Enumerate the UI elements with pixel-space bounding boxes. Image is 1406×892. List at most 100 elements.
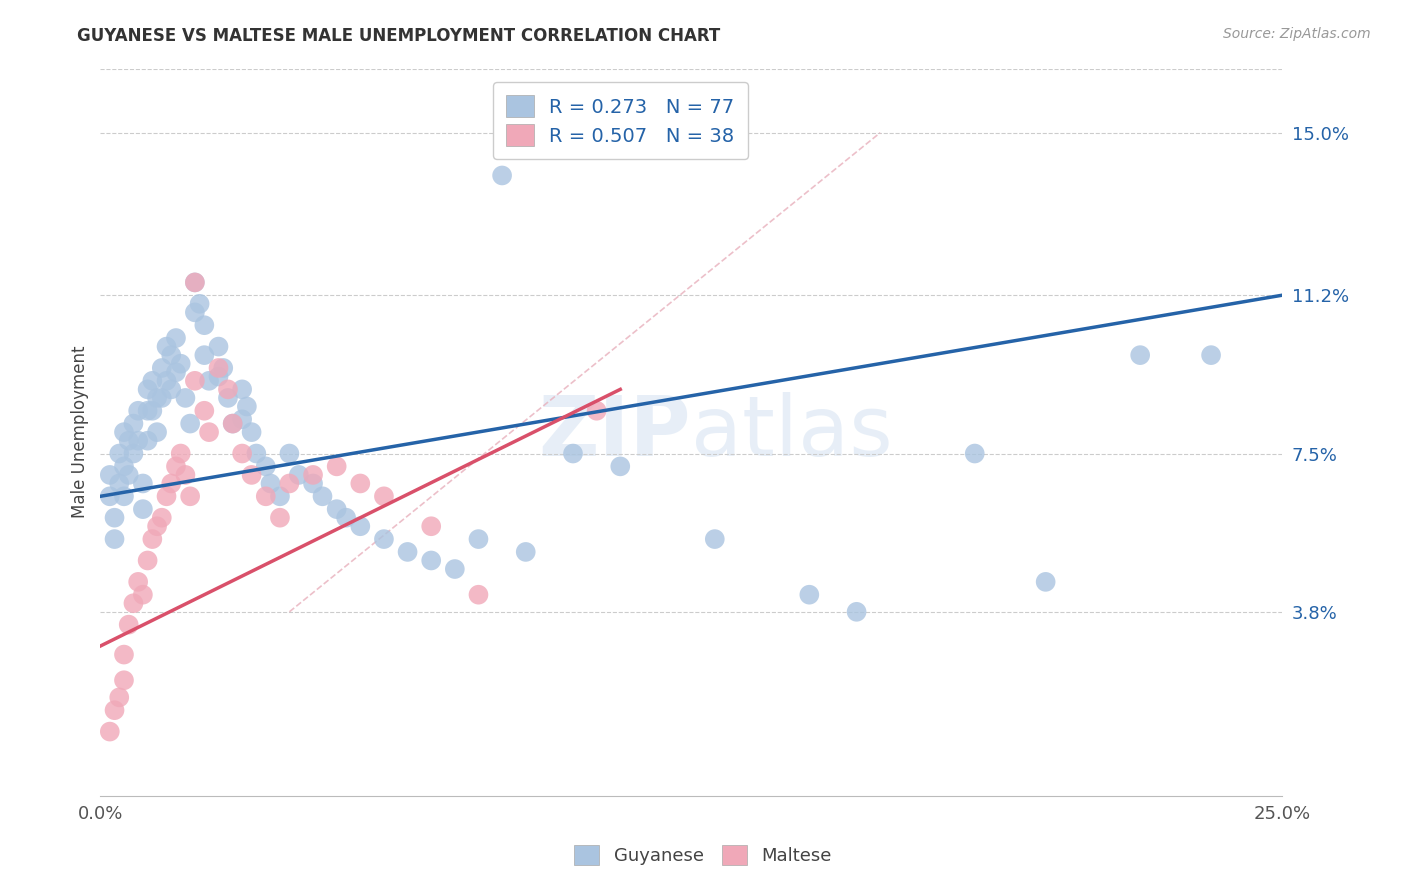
Point bbox=[184, 305, 207, 319]
Point bbox=[231, 383, 253, 397]
Point bbox=[207, 340, 229, 354]
Point bbox=[98, 724, 121, 739]
Point bbox=[174, 467, 197, 482]
Point bbox=[311, 489, 333, 503]
Point bbox=[212, 361, 235, 376]
Point bbox=[132, 502, 155, 516]
Point bbox=[184, 276, 207, 290]
Point bbox=[136, 403, 159, 417]
Point bbox=[170, 357, 193, 371]
Point bbox=[179, 417, 201, 431]
Point bbox=[179, 489, 201, 503]
Point bbox=[254, 459, 277, 474]
Legend: Guyanese, Maltese: Guyanese, Maltese bbox=[567, 838, 839, 872]
Point bbox=[103, 510, 125, 524]
Text: Source: ZipAtlas.com: Source: ZipAtlas.com bbox=[1223, 27, 1371, 41]
Point bbox=[799, 588, 821, 602]
Point bbox=[373, 532, 395, 546]
Point bbox=[136, 383, 159, 397]
Point bbox=[396, 545, 419, 559]
Point bbox=[160, 476, 183, 491]
Y-axis label: Male Unemployment: Male Unemployment bbox=[72, 346, 89, 518]
Point bbox=[136, 553, 159, 567]
Point bbox=[278, 476, 301, 491]
Point bbox=[562, 446, 585, 460]
Legend: R = 0.273   N = 77, R = 0.507   N = 38: R = 0.273 N = 77, R = 0.507 N = 38 bbox=[492, 82, 748, 160]
Point bbox=[221, 417, 243, 431]
Point bbox=[122, 446, 145, 460]
Point bbox=[963, 446, 986, 460]
Point bbox=[122, 596, 145, 610]
Point bbox=[302, 476, 325, 491]
Point bbox=[141, 532, 163, 546]
Text: GUYANESE VS MALTESE MALE UNEMPLOYMENT CORRELATION CHART: GUYANESE VS MALTESE MALE UNEMPLOYMENT CO… bbox=[77, 27, 721, 45]
Point bbox=[585, 403, 607, 417]
Point bbox=[302, 467, 325, 482]
Point bbox=[155, 374, 177, 388]
Point bbox=[373, 489, 395, 503]
Point bbox=[240, 425, 263, 439]
Point bbox=[118, 617, 141, 632]
Point bbox=[349, 519, 371, 533]
Point bbox=[288, 467, 311, 482]
Point bbox=[103, 703, 125, 717]
Point bbox=[193, 348, 215, 362]
Point bbox=[146, 391, 169, 405]
Point bbox=[155, 340, 177, 354]
Point bbox=[198, 374, 221, 388]
Point bbox=[193, 403, 215, 417]
Point bbox=[127, 403, 149, 417]
Point bbox=[141, 403, 163, 417]
Point bbox=[188, 297, 211, 311]
Point bbox=[165, 459, 187, 474]
Point bbox=[118, 467, 141, 482]
Point bbox=[193, 318, 215, 333]
Point bbox=[150, 510, 173, 524]
Point bbox=[160, 383, 183, 397]
Point bbox=[98, 467, 121, 482]
Point bbox=[221, 417, 243, 431]
Point bbox=[127, 434, 149, 448]
Point bbox=[278, 446, 301, 460]
Point bbox=[141, 374, 163, 388]
Point bbox=[231, 446, 253, 460]
Point bbox=[236, 400, 259, 414]
Point bbox=[150, 391, 173, 405]
Text: atlas: atlas bbox=[692, 392, 893, 473]
Point bbox=[132, 476, 155, 491]
Point bbox=[160, 348, 183, 362]
Point bbox=[165, 365, 187, 379]
Point bbox=[1199, 348, 1222, 362]
Point bbox=[108, 690, 131, 705]
Point bbox=[254, 489, 277, 503]
Point bbox=[198, 425, 221, 439]
Point bbox=[184, 374, 207, 388]
Point bbox=[122, 417, 145, 431]
Point bbox=[335, 510, 357, 524]
Point bbox=[103, 532, 125, 546]
Point bbox=[443, 562, 465, 576]
Point bbox=[515, 545, 537, 559]
Point bbox=[845, 605, 868, 619]
Point bbox=[132, 588, 155, 602]
Point bbox=[146, 519, 169, 533]
Point bbox=[207, 361, 229, 376]
Point bbox=[108, 476, 131, 491]
Point bbox=[609, 459, 631, 474]
Point bbox=[217, 383, 239, 397]
Point bbox=[325, 459, 347, 474]
Point bbox=[112, 425, 135, 439]
Point bbox=[112, 459, 135, 474]
Point bbox=[1035, 574, 1057, 589]
Point bbox=[112, 489, 135, 503]
Point bbox=[231, 412, 253, 426]
Point bbox=[269, 489, 291, 503]
Point bbox=[703, 532, 725, 546]
Point bbox=[420, 519, 443, 533]
Point bbox=[165, 331, 187, 345]
Point bbox=[112, 648, 135, 662]
Point bbox=[155, 489, 177, 503]
Point bbox=[420, 553, 443, 567]
Point bbox=[127, 574, 149, 589]
Point bbox=[118, 434, 141, 448]
